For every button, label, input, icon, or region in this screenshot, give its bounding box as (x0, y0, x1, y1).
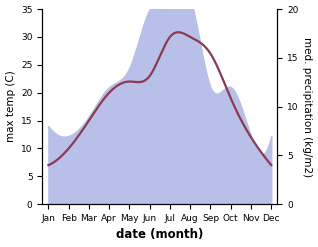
Y-axis label: max temp (C): max temp (C) (5, 71, 16, 143)
X-axis label: date (month): date (month) (116, 228, 204, 242)
Y-axis label: med. precipitation (kg/m2): med. precipitation (kg/m2) (302, 37, 313, 177)
